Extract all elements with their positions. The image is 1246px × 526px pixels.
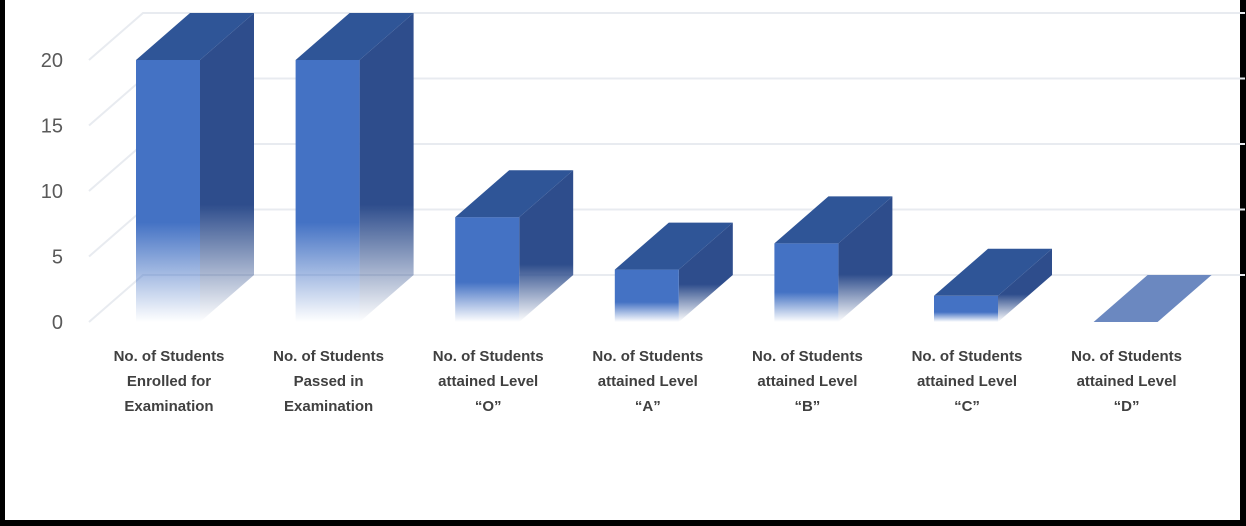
bars	[136, 13, 1212, 322]
bar-front	[774, 243, 839, 322]
category-label: No. of Students attained Level “C”	[912, 348, 1023, 415]
category-label: No. of Students attained Level “A”	[592, 348, 703, 415]
bar-top	[614, 222, 733, 270]
bar-top	[136, 13, 254, 60]
gridline	[88, 143, 1245, 192]
bar-front	[295, 60, 360, 322]
bar-side	[998, 248, 1052, 322]
category-label: No. of Students attained Level “O”	[433, 348, 544, 415]
bar	[455, 170, 574, 322]
bar-side	[838, 196, 893, 322]
bar-side	[359, 13, 414, 322]
bar-top	[934, 248, 1052, 296]
bar-top	[295, 13, 414, 60]
category-label: No. of Students Enrolled for Examination	[114, 348, 225, 415]
gridline	[88, 12, 1245, 61]
y-tick-label: 20	[41, 50, 63, 72]
gridline	[88, 77, 1245, 127]
y-tick-label: 15	[41, 116, 63, 138]
bar-top	[774, 196, 893, 244]
y-tick-label: 0	[52, 312, 63, 334]
category-label: No. of Students Passed in Examination	[273, 348, 384, 415]
bar	[774, 196, 893, 322]
bar-side	[519, 170, 574, 322]
bar-front	[455, 217, 520, 322]
category-labels: No. of Students Enrolled for Examination No…	[114, 348, 1182, 415]
bar	[614, 222, 733, 322]
bar-zero	[1093, 275, 1212, 322]
y-tick-label: 10	[41, 181, 63, 203]
bar	[136, 13, 254, 322]
y-axis-ticks: 0 5 10 15 20	[41, 50, 63, 334]
category-label: No. of Students attained Level “B”	[752, 348, 863, 415]
bar-side	[200, 13, 254, 322]
bar	[1093, 275, 1212, 322]
y-tick-label: 5	[52, 247, 63, 269]
bar-front	[136, 60, 200, 322]
category-label: No. of Students attained Level “D”	[1071, 348, 1182, 415]
bar	[295, 13, 414, 322]
bar-top	[455, 170, 574, 218]
bar-side	[678, 222, 733, 322]
bar	[934, 248, 1052, 322]
chart-svg: 0 5 10 15 20 No. of Students Enrolled for Exam…	[41, 12, 1245, 415]
bar-front	[934, 295, 998, 322]
bar-front	[614, 269, 679, 322]
